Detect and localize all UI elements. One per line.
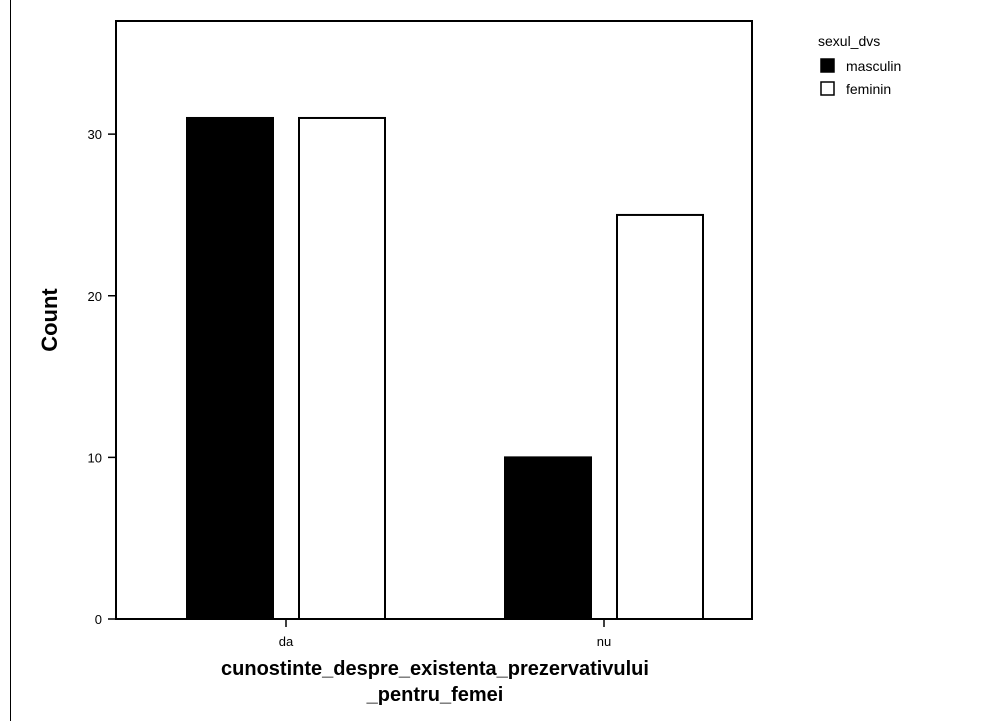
y-tick-label: 20	[88, 289, 102, 304]
legend-swatch-feminin	[820, 81, 835, 96]
x-axis-label-line-1: cunostinte_despre_existenta_prezervativu…	[221, 658, 649, 680]
page-left-rule	[10, 0, 11, 721]
bar-feminin-da	[298, 116, 386, 621]
x-tick-label-nu: nu	[597, 634, 611, 649]
y-axis-label: Count	[37, 288, 62, 352]
y-tick-label: 30	[88, 127, 102, 142]
x-axis: da nu	[279, 619, 611, 649]
legend: sexul_dvs masculin feminin	[818, 33, 901, 97]
plot-area	[115, 20, 753, 620]
bars-group	[186, 116, 704, 621]
y-tick-label: 10	[88, 450, 102, 465]
x-tick-label-da: da	[279, 634, 294, 649]
bar-feminin-nu	[616, 213, 704, 620]
bar-masculin-da	[186, 116, 274, 621]
bar-masculin-nu	[504, 456, 592, 621]
y-axis: 0 10 20 30	[88, 127, 116, 627]
legend-title: sexul_dvs	[818, 33, 880, 49]
y-tick-label: 0	[95, 612, 102, 627]
plot-frame	[115, 20, 753, 620]
legend-swatch-masculin	[820, 58, 835, 73]
x-axis-label-line-2: _pentru_femei	[366, 684, 504, 706]
legend-label-feminin: feminin	[846, 81, 891, 97]
legend-label-masculin: masculin	[846, 58, 901, 74]
